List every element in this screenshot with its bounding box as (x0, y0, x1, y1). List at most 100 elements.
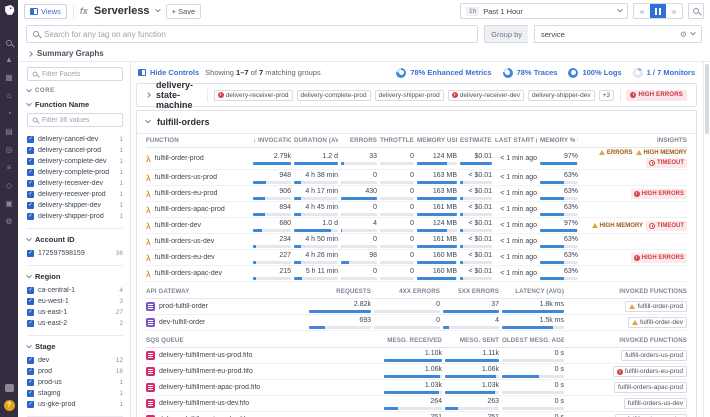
function-pill[interactable]: delivery-receiver-prod (213, 89, 293, 101)
function-name[interactable]: fulfill-order-dev (154, 222, 202, 229)
function-name[interactable]: fulfill-orders-apac-prod (154, 206, 225, 213)
chevron-right-icon[interactable] (145, 92, 151, 98)
table-row[interactable]: λ fulfill-orders-apac-prod 894 4 h 45 min… (146, 202, 687, 218)
queue-name[interactable]: delivery-fulfillment-eu-prod.fifo (159, 368, 253, 375)
function-name[interactable]: fulfill-orders-eu-dev (154, 254, 215, 261)
queue-name[interactable]: delivery-fulfillment-us-prod.fifo (159, 352, 253, 359)
checkbox-checked-icon[interactable] (27, 202, 34, 209)
gateway-name[interactable]: prod-fulfill-order (159, 303, 209, 310)
column-header[interactable]: 4XX ERRORS (399, 287, 440, 295)
table-row[interactable]: delivery-fulfillment-eu-prod.fifo 1.06k … (146, 364, 687, 380)
facet-item[interactable]: us-east-127 (27, 307, 123, 318)
column-header[interactable]: REQUESTS (336, 287, 371, 295)
enhanced-metrics-indicator[interactable]: 78% Enhanced Metrics (396, 67, 492, 78)
column-header[interactable]: MEMORY % US... (540, 137, 578, 144)
table-row[interactable]: delivery-fulfillment-us-dev.fifo 264 263… (146, 396, 687, 412)
logs-icon[interactable]: ≡ (6, 163, 12, 172)
facet-values-input[interactable] (42, 116, 118, 124)
security-icon[interactable]: ▣ (5, 199, 13, 208)
apm-icon[interactable]: ◎ (5, 145, 13, 154)
chat-icon[interactable] (4, 384, 14, 392)
column-header[interactable]: 5XX ERRORS (458, 287, 499, 295)
checkbox-checked-icon[interactable] (27, 390, 34, 397)
table-row[interactable]: prod-fulfill-order 2.82k 0 37 1.8k ms fu… (146, 299, 687, 315)
checkbox-checked-icon[interactable] (27, 357, 34, 364)
views-button[interactable]: Views (24, 3, 67, 19)
column-header[interactable]: MESG. SENT (459, 336, 499, 344)
time-forward-button[interactable]: » (666, 4, 682, 18)
column-header[interactable]: MEMORY USED... (417, 137, 457, 144)
column-header[interactable]: DURATION (AV... (294, 137, 338, 144)
checkbox-checked-icon[interactable] (27, 368, 34, 375)
synthetics-icon[interactable]: ◇ (5, 181, 13, 190)
group-by-select[interactable]: service ⚙ (534, 25, 702, 43)
zoom-search-button[interactable] (688, 3, 704, 19)
function-name[interactable]: fulfill-orders-us-dev (154, 238, 215, 245)
checkbox-checked-icon[interactable] (27, 191, 34, 198)
checkbox-checked-icon[interactable] (27, 379, 34, 386)
table-row[interactable]: λ fulfill-order-dev 680 1.0 d 4 0 124 MB … (146, 218, 687, 234)
checkbox-checked-icon[interactable] (27, 250, 34, 257)
integrations-icon[interactable]: ⚙ (5, 217, 13, 226)
monitors-icon[interactable]: ◔ (6, 109, 12, 118)
logs-indicator[interactable]: 100% Logs (568, 67, 622, 78)
summary-graphs-toggle[interactable]: Summary Graphs (18, 46, 710, 62)
table-row[interactable]: λ fulfill-orders-apac-dev 215 5 h 11 min … (146, 266, 687, 282)
column-header[interactable]: OLDEST MESG. AGE (502, 336, 564, 344)
group-name[interactable]: delivery-state-machine (156, 80, 194, 110)
time-range-picker[interactable]: 1h Past 1 Hour (460, 3, 628, 19)
help-icon[interactable]: ? (3, 400, 15, 411)
facet-item[interactable]: us-east-22 (27, 318, 123, 329)
scrollbar[interactable] (705, 64, 709, 134)
invoked-function-pill[interactable]: fulfill-orders-apac-prod (613, 382, 687, 393)
checkbox-checked-icon[interactable] (27, 309, 34, 316)
checkbox-checked-icon[interactable] (27, 180, 34, 187)
facet-item[interactable]: ca-central-14 (27, 285, 123, 296)
facet-search-input[interactable] (42, 70, 118, 78)
invoked-function-pill[interactable]: fulfill-orders-us-prod (621, 350, 687, 361)
watchdog-icon[interactable]: ▲ (5, 55, 13, 64)
tag-search[interactable] (26, 25, 479, 43)
table-row[interactable]: λ fulfill-order-prod 2.79k 1.2 d 33 0 124… (146, 148, 687, 170)
column-header[interactable]: THROTTLES (380, 137, 414, 144)
facet-section-function-name[interactable]: Function Name (26, 100, 123, 109)
save-button[interactable]: + Save (165, 3, 202, 19)
column-header[interactable]: ESTIMATED CO... (460, 137, 492, 144)
column-header[interactable]: LAST START (E... (495, 137, 537, 144)
invoked-function-pill[interactable]: fulfill-orders-eu-prod (612, 366, 687, 377)
pause-button[interactable] (650, 4, 666, 18)
more-pill[interactable]: +3 (598, 89, 614, 101)
facet-item[interactable]: prod-us1 (27, 377, 123, 388)
checkbox-checked-icon[interactable] (27, 169, 34, 176)
column-header[interactable]: INSIGHTS (656, 137, 687, 144)
function-pill[interactable]: delivery-complete-prod (296, 89, 371, 101)
checkbox-checked-icon[interactable] (27, 287, 34, 294)
search-icon[interactable] (6, 40, 12, 46)
facet-search[interactable] (27, 67, 123, 81)
invoked-function-pill[interactable]: fulfill-order-prod (625, 301, 687, 312)
table-row[interactable]: λ fulfill-orders-us-prod 948 4 h 38 min 0… (146, 170, 687, 186)
function-name[interactable]: fulfill-orders-apac-dev (154, 270, 223, 277)
monitors-indicator[interactable]: 1 / 7 Monitors (632, 67, 695, 78)
column-header[interactable]: MESG. RECEIVED (387, 336, 442, 344)
facet-group-core[interactable]: CORE (26, 86, 123, 94)
invoked-function-pill[interactable]: fulfill-orders-us-dev (623, 398, 687, 409)
time-back-button[interactable]: « (634, 4, 650, 18)
search-input[interactable] (44, 29, 472, 39)
checkbox-checked-icon[interactable] (27, 320, 34, 327)
checkbox-checked-icon[interactable] (27, 158, 34, 165)
function-name[interactable]: fulfill-orders-eu-prod (154, 190, 218, 197)
hide-controls-button[interactable]: Hide Controls (138, 68, 199, 77)
invoked-function-pill[interactable]: fulfill-order-dev (628, 317, 687, 328)
table-row[interactable]: delivery-fulfillment-eu-dev.fifo 251 251… (146, 412, 687, 417)
facet-section-account-id[interactable]: Account ID (26, 235, 123, 244)
